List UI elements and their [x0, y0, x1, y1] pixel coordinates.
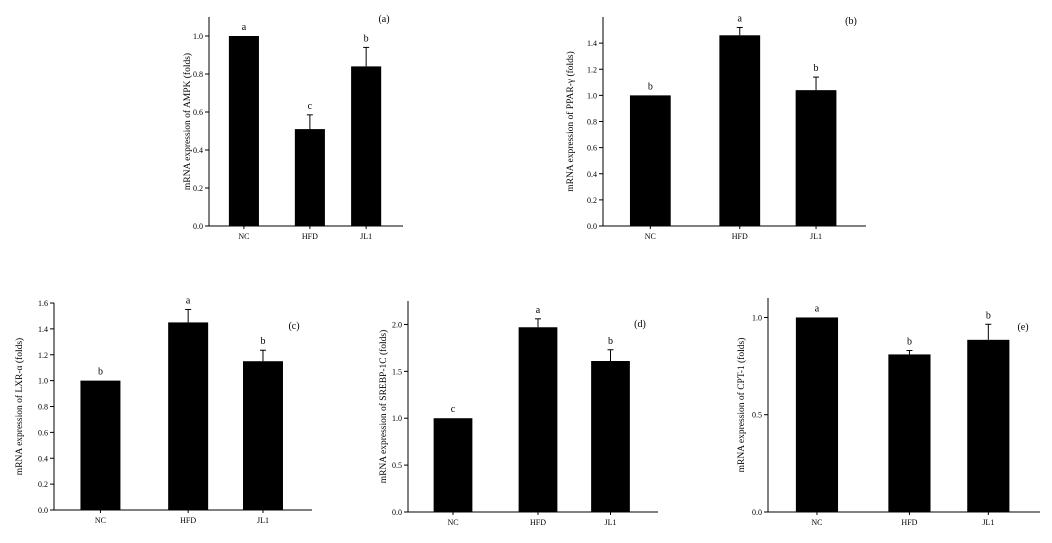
significance-letter: a [815, 303, 820, 314]
significance-letter: a [186, 295, 191, 306]
category-label: JL1 [257, 516, 269, 525]
bar-NC [80, 380, 121, 510]
y-axis-label: mRNA expression of LXR-α (folds) [14, 338, 25, 475]
bar-HFD [719, 35, 761, 226]
y-tick-label: 1.0 [587, 91, 597, 100]
category-label: HFD [180, 516, 196, 525]
panel-label: (d) [634, 319, 646, 330]
bar-HFD [518, 327, 558, 512]
y-tick-label: 0.6 [38, 428, 48, 437]
significance-letter: b [260, 336, 265, 347]
y-tick-label: 0.5 [752, 411, 762, 420]
category-label: JL1 [360, 232, 372, 241]
category-label: HFD [530, 518, 546, 527]
y-tick-label: 1.0 [193, 32, 203, 41]
significance-letter: b [814, 63, 819, 74]
bar-JL1 [591, 361, 630, 512]
y-tick-label: 0.8 [587, 118, 597, 127]
bar-JL1 [351, 66, 382, 227]
y-tick-label: 0.4 [38, 454, 48, 463]
significance-letter: b [608, 336, 613, 347]
y-tick-label: 1.0 [392, 414, 402, 423]
y-axis-label: mRNA expression of SREBP-1C (folds) [378, 330, 389, 484]
y-tick-label: 0.2 [193, 184, 203, 193]
category-label: HFD [732, 232, 748, 241]
bar-HFD [168, 322, 209, 510]
y-tick-label: 0.0 [38, 506, 48, 515]
y-tick-label: 1.0 [752, 313, 762, 322]
y-tick-label: 1.5 [392, 367, 402, 376]
category-label: NC [811, 518, 822, 527]
category-label: NC [645, 232, 656, 241]
y-tick-label: 0.8 [193, 70, 203, 79]
category-label: NC [238, 232, 249, 241]
y-tick-label: 0.2 [587, 196, 597, 205]
y-tick-label: 0.4 [193, 146, 203, 155]
panel-label: (b) [845, 16, 857, 27]
panel-label: (c) [288, 321, 299, 332]
y-tick-label: 0.4 [587, 170, 597, 179]
y-tick-label: 2.0 [392, 320, 402, 329]
y-tick-label: 1.4 [587, 39, 597, 48]
bar-NC [433, 418, 473, 512]
bar-NC [629, 95, 671, 226]
y-tick-label: 0.5 [392, 461, 402, 470]
significance-letter: a [738, 13, 743, 24]
bar-JL1 [967, 339, 1010, 512]
chart-panel-4: 0.0 0.5 1.0 1.5 2.0 c NC a HFD b JL1 mRNA expressio… [378, 301, 658, 527]
chart-panel-3: 0.0 0.2 0.4 0.6 0.8 1.0 1.2 1.4 1.6 b NC a HFD b JL1 mR… [14, 295, 312, 525]
y-axis-label: mRNA expression of AMPK (folds) [182, 53, 193, 190]
y-axis-label: mRNA expression of PPAR-γ (folds) [565, 51, 576, 192]
bar-NC [228, 36, 259, 226]
significance-letter: b [648, 81, 653, 92]
significance-letter: a [242, 22, 247, 33]
y-tick-label: 0.2 [38, 480, 48, 489]
chart-panel-2: 0.0 0.2 0.4 0.6 0.8 1.0 1.2 1.4 b NC a HFD b JL1 mRNA … [565, 13, 866, 241]
y-tick-label: 0.0 [752, 508, 762, 517]
significance-letter: c [451, 404, 456, 415]
y-tick-label: 0.0 [587, 222, 597, 231]
y-axis-label: mRNA expression of CPT-1 (folds) [736, 338, 747, 473]
bar-HFD [294, 129, 325, 226]
significance-letter: b [907, 337, 912, 348]
category-label: HFD [302, 232, 318, 241]
y-tick-label: 0.0 [193, 222, 203, 231]
y-tick-label: 1.2 [38, 351, 48, 360]
panel-label: (e) [1017, 322, 1028, 333]
panel-label: (a) [378, 14, 389, 25]
significance-letter: b [98, 367, 103, 378]
category-label: NC [447, 518, 458, 527]
chart-panel-1: 0.0 0.2 0.4 0.6 0.8 1.0 a NC c HFD b JL1 mRNA expres… [182, 14, 403, 241]
significance-letter: c [308, 101, 313, 112]
y-tick-label: 1.2 [587, 65, 597, 74]
significance-letter: b [986, 310, 991, 321]
bar-JL1 [242, 361, 283, 510]
bar-JL1 [795, 90, 837, 227]
y-tick-label: 1.4 [38, 325, 48, 334]
category-label: JL1 [982, 518, 994, 527]
y-tick-label: 1.6 [38, 299, 48, 308]
significance-letter: a [536, 305, 541, 316]
bar-NC [795, 317, 839, 512]
y-tick-label: 0.8 [38, 403, 48, 412]
y-tick-label: 0.6 [587, 144, 597, 153]
y-tick-label: 1.0 [38, 377, 48, 386]
category-label: JL1 [605, 518, 617, 527]
category-label: HFD [901, 518, 917, 527]
category-label: NC [95, 516, 106, 525]
category-label: JL1 [810, 232, 822, 241]
chart-panel-5: 0.0 0.5 1.0 a NC b HFD b JL1 mRNA expression of C… [736, 298, 1040, 527]
y-tick-label: 0.6 [193, 108, 203, 117]
bar-HFD [888, 354, 931, 512]
y-tick-label: 0.0 [392, 508, 402, 517]
significance-letter: b [364, 33, 369, 44]
